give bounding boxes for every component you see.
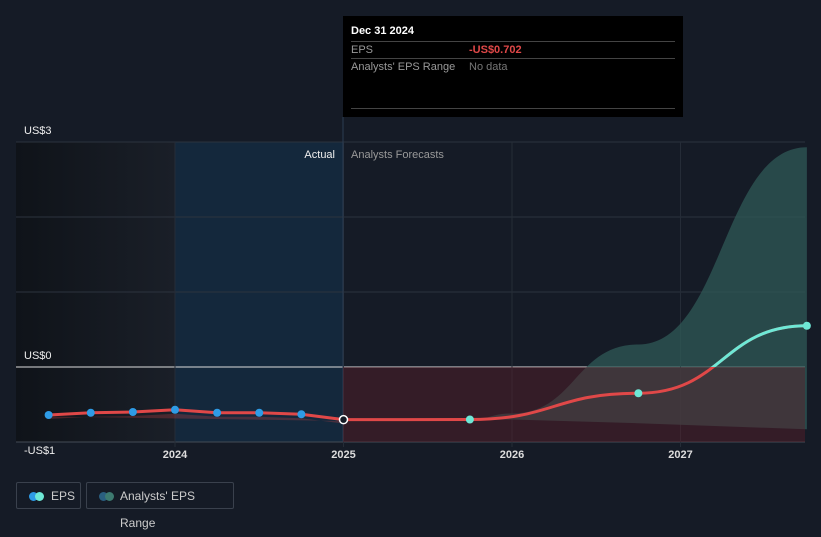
y-tick-label: -US$1 [24, 445, 55, 457]
forecast-label: Analysts Forecasts [351, 149, 444, 161]
x-tick-label: 2024 [163, 449, 188, 461]
range-icon [99, 492, 108, 501]
tooltip: Dec 31 2024 EPS -US$0.702 Analysts' EPS R… [343, 16, 683, 117]
actual-label: Actual [304, 149, 335, 161]
actual-band [48, 413, 344, 424]
negative-zone [343, 367, 805, 442]
tooltip-divider [351, 108, 675, 109]
eps-actual-line [48, 408, 344, 422]
eps-chart: 2024 2025 2026 2027 US$3 US$0 -US$1 Actual Analy… [16, 117, 811, 461]
eps-point [213, 408, 222, 417]
eps-point [338, 414, 349, 425]
range-icon-2 [105, 492, 114, 501]
tooltip-eps-label: EPS [351, 44, 374, 56]
eps-forecast-point [802, 321, 811, 330]
range-area [343, 147, 807, 430]
tooltip-date: Dec 31 2024 [351, 25, 414, 37]
x-tick-label: 2026 [500, 449, 524, 461]
eps-point [86, 408, 95, 417]
y-tick-label: US$3 [24, 125, 52, 137]
eps-point [128, 408, 137, 416]
eps-point [297, 410, 306, 419]
tooltip-eps-value: -US$0.702 [469, 44, 522, 56]
eps-actual-icon [29, 492, 38, 501]
x-tick-label: 2025 [331, 449, 355, 461]
tooltip-eps-row: EPS -US$0.702 [351, 41, 675, 60]
eps-point [171, 405, 179, 414]
tooltip-range-label: Analysts' EPS Range [351, 61, 456, 73]
eps-point [44, 411, 53, 419]
eps-forecast-icon [35, 492, 44, 501]
legend-eps-label: EPS [51, 489, 76, 503]
legend-eps[interactable]: EPS [16, 482, 81, 509]
tooltip-range-row: Analysts' EPS Range No data [351, 58, 675, 77]
y-tick-label: US$0 [24, 350, 52, 362]
legend-range-label: Analysts' EPS Range [120, 489, 195, 530]
eps-forecast-point [634, 389, 643, 398]
tooltip-range-value: No data [469, 61, 508, 73]
x-tick-label: 2027 [668, 449, 692, 461]
legend-range[interactable]: Analysts' EPS Range [86, 482, 234, 530]
eps-point [255, 408, 264, 417]
eps-forecast-point [465, 415, 474, 424]
eps-forecast-positive-line [710, 324, 807, 367]
